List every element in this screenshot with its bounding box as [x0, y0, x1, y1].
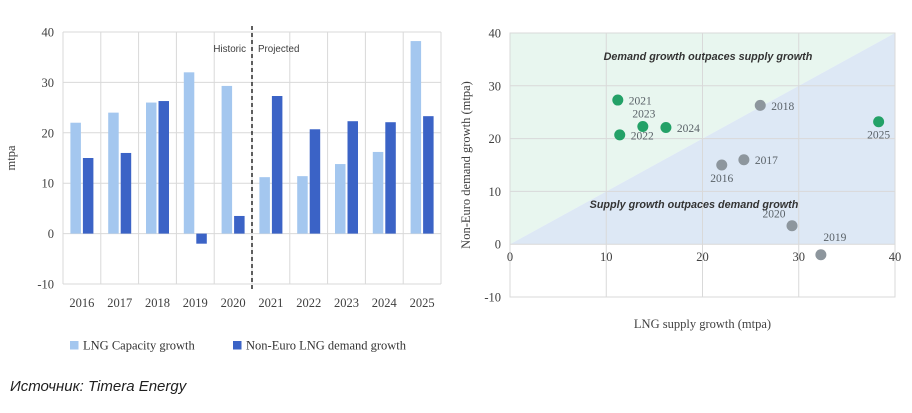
projected-label: Projected [258, 44, 299, 55]
point-2024 [660, 122, 672, 134]
x-tick-label: 2021 [258, 296, 283, 310]
x-tick-label: 30 [793, 250, 806, 264]
point-label-2019: 2019 [823, 232, 846, 244]
x-tick-label: 2018 [145, 296, 170, 310]
point-label-2016: 2016 [710, 173, 733, 185]
plot-border [509, 32, 896, 298]
point-2023 [637, 120, 649, 132]
bar-2025-capacity [410, 41, 422, 234]
point-2016 [716, 159, 728, 171]
x-tick-label: 2019 [183, 296, 208, 310]
x-tick-label: 2016 [69, 296, 94, 310]
charts-row: -10 0 10 20 30 40 2016 2017 2018 2019 2020 2021 2022… [4, 26, 902, 353]
bar-2018-demand [158, 101, 169, 234]
y-tick-label: 40 [489, 27, 502, 41]
x-tick-label: 2017 [107, 296, 132, 310]
bar-2020-capacity [221, 85, 233, 234]
bar-2017-demand [120, 152, 132, 234]
point-label-2023: 2023 [632, 108, 655, 120]
bar-2020-demand [234, 215, 245, 234]
x-tick-label: 10 [600, 250, 613, 264]
legend-label: LNG Capacity growth [83, 339, 196, 353]
x-tick-label: 20 [696, 250, 709, 264]
annotation-supply-outpaces: Supply growth outpaces demand growth [590, 199, 799, 211]
y-tick-label: 0 [48, 227, 54, 241]
bar-chart-lng-growth: -10 0 10 20 30 40 2016 2017 2018 2019 2020 2021 2022… [4, 26, 442, 353]
point-2021 [612, 94, 624, 106]
y-tick-label: 20 [489, 132, 502, 146]
y-tick-label: 20 [42, 126, 55, 140]
x-axis-title: LNG supply growth (mtpa) [634, 317, 771, 331]
bar-2017-capacity [108, 112, 119, 234]
x-tick-label: 40 [889, 250, 902, 264]
point-2025 [873, 116, 885, 128]
legend-swatch [70, 341, 79, 350]
point-2017 [738, 154, 750, 166]
point-label-2022: 2022 [631, 130, 654, 142]
y-tick-label: 0 [495, 238, 501, 252]
legend-swatch [233, 341, 242, 350]
x-tick-label: 0 [507, 250, 513, 264]
y-tick-label: 40 [42, 26, 55, 40]
point-label-2024: 2024 [677, 123, 700, 135]
y-tick-label: 30 [42, 76, 55, 90]
y-tick-label: 10 [489, 185, 502, 199]
bar-2024-demand [385, 122, 396, 234]
annotation-demand-outpaces: Demand growth outpaces supply growth [604, 51, 813, 63]
point-label-2018: 2018 [771, 101, 794, 113]
y-tick-label: 10 [42, 177, 55, 191]
point-2019 [815, 249, 827, 261]
x-tick-label: 2020 [221, 296, 246, 310]
bar-2022-capacity [297, 176, 308, 234]
point-2022 [614, 129, 626, 141]
bar-2021-capacity [259, 177, 270, 234]
bar-2018-capacity [146, 102, 157, 234]
x-tick-label: 2023 [334, 296, 359, 310]
source-note: Источник: Timera Energy [10, 378, 187, 395]
bar-2025-demand [423, 116, 434, 234]
y-tick-label: -10 [484, 291, 501, 305]
legend-label: Non-Euro LNG demand growth [246, 339, 407, 353]
x-tick-label: 2024 [372, 296, 398, 310]
scatter-chart-supply-vs-demand: -10 0 10 20 30 40 0 10 20 30 40 LNG supply growth (… [459, 27, 902, 332]
y-tick-label: -10 [37, 278, 54, 292]
y-axis-title: mtpa [4, 145, 18, 170]
point-label-2020: 2020 [763, 209, 786, 221]
point-label-2021: 2021 [629, 96, 652, 108]
bar-2019-capacity [183, 72, 195, 234]
y-tick-label: 30 [489, 79, 502, 93]
point-2020 [786, 220, 798, 232]
bar-2023-demand [347, 121, 358, 234]
bar-2023-capacity [335, 164, 346, 234]
point-2018 [754, 99, 766, 111]
bar-2016-capacity [70, 122, 81, 234]
x-tick-label: 2022 [296, 296, 321, 310]
bar-2021-demand [271, 96, 283, 234]
historic-label: Historic [213, 44, 246, 55]
y-axis-title: Non-Euro demand growth (mtpa) [459, 81, 473, 249]
bar-2016-demand [82, 158, 94, 234]
point-label-2025: 2025 [867, 130, 890, 142]
point-label-2017: 2017 [755, 155, 778, 167]
x-tick-label: 2025 [410, 296, 435, 310]
bar-2022-demand [309, 129, 321, 234]
bar-2019-demand [196, 233, 207, 244]
bar-2024-capacity [372, 151, 384, 234]
